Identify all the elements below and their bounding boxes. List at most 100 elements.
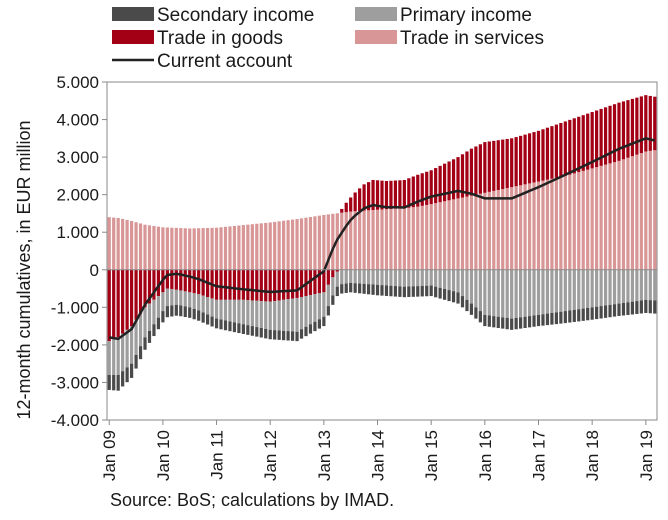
bar-services — [465, 196, 469, 270]
bar-goods — [438, 165, 442, 203]
bar-goods — [514, 137, 518, 187]
bar-secondary-income — [380, 285, 384, 296]
bar-secondary-income — [250, 326, 254, 336]
bar-secondary-income — [264, 328, 268, 339]
bar-services — [192, 228, 196, 270]
bar-secondary-income — [277, 330, 281, 340]
bar-secondary-income — [563, 311, 567, 324]
bar-secondary-income — [206, 314, 210, 325]
bar-secondary-income — [514, 317, 518, 330]
legend-swatch — [355, 7, 397, 21]
bar-services — [331, 213, 335, 270]
bar-primary-income — [411, 269, 415, 287]
bar-primary-income — [147, 303, 152, 331]
bar-secondary-income — [420, 285, 424, 297]
bar-primary-income — [304, 296, 308, 327]
bar-primary-income — [326, 284, 330, 307]
bar-services — [246, 224, 250, 270]
bar-secondary-income — [577, 309, 581, 322]
bar-goods — [179, 269, 183, 291]
bar-primary-income — [644, 269, 648, 300]
bar-goods — [599, 108, 603, 166]
bar-goods — [264, 269, 268, 302]
bar-secondary-income — [407, 286, 411, 298]
bar-goods — [358, 188, 362, 211]
bar-services — [550, 178, 554, 270]
bar-goods — [366, 182, 371, 211]
bar-services — [313, 216, 317, 270]
bar-secondary-income — [317, 319, 322, 329]
bar-primary-income — [554, 269, 558, 313]
bar-primary-income — [478, 269, 482, 312]
bar-primary-income — [568, 269, 572, 311]
bar-secondary-income — [541, 314, 545, 326]
source-note: Source: BoS; calculations by IMAD. — [110, 490, 395, 510]
bar-goods — [420, 173, 424, 206]
bar-primary-income — [496, 269, 500, 317]
bar-primary-income — [505, 269, 509, 318]
bar-secondary-income — [170, 305, 174, 317]
y-tick-label: 0 — [90, 261, 99, 280]
bar-primary-income — [438, 269, 442, 288]
bar-services — [210, 227, 214, 270]
x-tick-label: Jan 11 — [208, 430, 227, 480]
bar-primary-income — [183, 291, 187, 307]
y-tick-label: -3.000 — [51, 373, 99, 392]
bar-primary-income — [152, 299, 156, 325]
bar-secondary-income — [581, 308, 585, 321]
bar-primary-income — [398, 269, 402, 287]
bar-primary-income — [192, 293, 196, 309]
bar-secondary-income — [152, 324, 156, 337]
bar-goods — [595, 110, 599, 168]
legend-label: Primary income — [400, 5, 532, 26]
bar-goods — [487, 141, 491, 192]
bar-primary-income — [402, 269, 406, 287]
bar-goods — [362, 184, 366, 211]
bar-services — [353, 211, 357, 270]
bar-secondary-income — [112, 374, 116, 391]
bar-goods — [442, 163, 447, 202]
bar-primary-income — [156, 296, 161, 318]
bar-primary-income — [626, 269, 630, 303]
bar-secondary-income — [568, 310, 572, 323]
bar-goods — [250, 269, 254, 301]
bar-primary-income — [138, 313, 143, 347]
bar-primary-income — [335, 271, 339, 287]
bar-services — [563, 175, 567, 270]
bar-secondary-income — [308, 324, 313, 334]
legend-swatch — [355, 30, 397, 44]
bar-goods — [174, 269, 178, 290]
bar-goods — [201, 269, 205, 296]
bar-secondary-income — [393, 286, 398, 297]
bar-goods — [138, 269, 143, 314]
bar-primary-income — [474, 269, 478, 308]
bar-goods — [219, 269, 223, 300]
bar-goods — [460, 154, 465, 198]
bar-primary-income — [545, 269, 550, 314]
bar-services — [344, 212, 348, 270]
bar-services — [380, 209, 384, 270]
bar-primary-income — [460, 269, 465, 297]
bar-goods — [483, 142, 487, 193]
bar-secondary-income — [197, 310, 201, 321]
bar-services — [469, 195, 474, 270]
bar-secondary-income — [362, 283, 366, 294]
bar-services — [393, 208, 398, 270]
bar-goods — [398, 180, 402, 209]
bar-goods — [259, 269, 263, 302]
bar-secondary-income — [510, 318, 514, 330]
bar-services — [308, 217, 313, 270]
x-tick-label: Jan 12 — [261, 430, 280, 481]
bar-services — [527, 183, 532, 270]
bar-primary-income — [527, 269, 532, 317]
bar-goods — [527, 133, 532, 184]
bar-goods — [456, 157, 460, 199]
bar-goods — [474, 146, 478, 195]
plot-frame — [106, 81, 658, 421]
bar-secondary-income — [331, 295, 335, 305]
bar-services — [273, 221, 277, 270]
bar-primary-income — [492, 269, 496, 317]
bar-services — [232, 225, 237, 270]
bar-goods — [411, 176, 415, 208]
bar-secondary-income — [183, 306, 187, 318]
